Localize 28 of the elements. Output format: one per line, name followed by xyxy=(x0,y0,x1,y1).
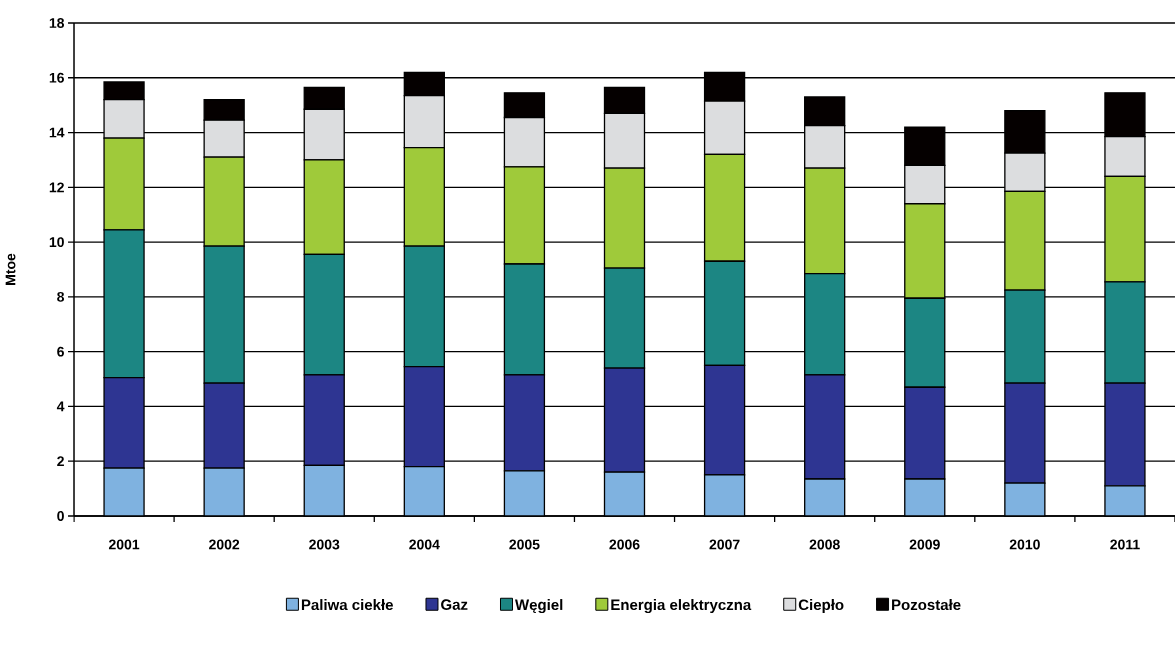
legend-label: Węgiel xyxy=(515,599,563,614)
legend-label: Ciepło xyxy=(798,599,844,614)
x-tick-label: 2004 xyxy=(409,539,440,550)
x-tick-label: 2001 xyxy=(108,539,140,550)
legend-label: Pozostałe xyxy=(892,599,961,611)
x-tick-label: 2002 xyxy=(209,539,240,550)
legend-label: Energia elektryczna xyxy=(611,599,752,614)
legend-label: Gaz xyxy=(441,599,468,610)
x-tick-label: 2010 xyxy=(1009,539,1040,550)
x-tick-label: 2003 xyxy=(309,539,340,550)
y-tick-label: 6 xyxy=(57,346,64,357)
y-tick-label: 4 xyxy=(56,401,65,412)
y-axis-title: Mtoe xyxy=(5,253,16,285)
y-tick-label: 12 xyxy=(49,182,64,193)
y-tick-label: 14 xyxy=(49,127,65,138)
y-tick-label: 8 xyxy=(57,291,65,302)
y-tick-label: 0 xyxy=(57,511,64,521)
y-tick-label: 18 xyxy=(49,18,65,28)
x-tick-label: 2008 xyxy=(809,539,840,550)
x-tick-label: 2006 xyxy=(609,539,640,550)
legend-label: Paliwa ciekłe xyxy=(301,599,393,611)
y-tick-label: 2 xyxy=(57,456,64,467)
y-tick-label: 10 xyxy=(49,237,64,248)
x-tick-label: 2009 xyxy=(909,539,940,550)
x-tick-label: 2011 xyxy=(1110,539,1140,550)
y-tick-label: 16 xyxy=(49,72,64,83)
x-tick-label: 2005 xyxy=(509,539,540,550)
x-tick-label: 2007 xyxy=(709,539,740,550)
